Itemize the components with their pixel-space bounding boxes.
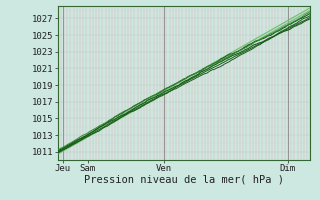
- X-axis label: Pression niveau de la mer( hPa ): Pression niveau de la mer( hPa ): [84, 175, 284, 185]
